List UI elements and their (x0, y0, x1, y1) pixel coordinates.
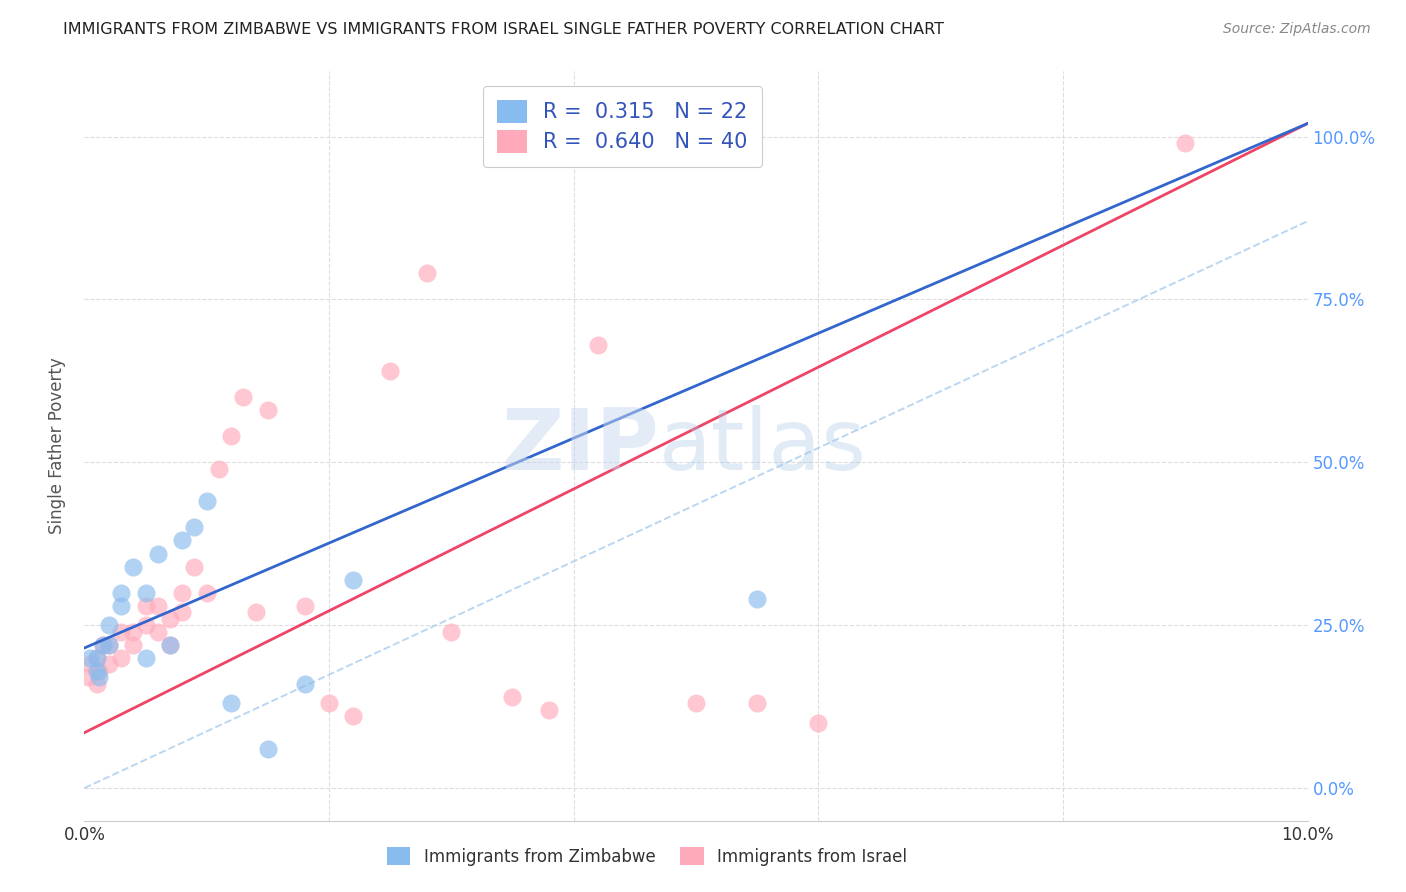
Point (747, 592, 769, 607)
Point (807, 715, 830, 730)
Point (146, 547, 169, 561)
Point (97, 618, 120, 632)
Point (135, 618, 157, 632)
Point (79, 650, 101, 665)
Text: IMMIGRANTS FROM ZIMBABWE VS IMMIGRANTS FROM ISRAEL SINGLE FATHER POVERTY CORRELA: IMMIGRANTS FROM ZIMBABWE VS IMMIGRANTS F… (63, 22, 945, 37)
Point (195, 494, 218, 508)
Point (87, 664, 110, 678)
Point (502, 690, 524, 704)
Point (146, 624, 169, 639)
Point (172, 533, 194, 548)
Point (86, 650, 108, 665)
Point (172, 605, 194, 619)
Point (416, 266, 439, 280)
Point (586, 338, 609, 352)
Point (110, 585, 132, 599)
Point (208, 462, 231, 476)
Point (219, 429, 242, 443)
Text: atlas: atlas (659, 404, 868, 488)
Point (183, 520, 205, 534)
Point (172, 585, 194, 599)
Point (747, 697, 769, 711)
Point (135, 650, 157, 665)
Point (91, 638, 114, 652)
Point (135, 585, 157, 599)
Point (342, 709, 364, 723)
Point (1174, 136, 1197, 150)
Point (97, 638, 120, 652)
Point (183, 559, 205, 574)
Point (87, 670, 110, 684)
Point (257, 403, 280, 417)
Point (110, 624, 132, 639)
Point (318, 697, 340, 711)
Point (440, 624, 463, 639)
Point (294, 599, 316, 613)
Point (219, 697, 242, 711)
Point (122, 624, 145, 639)
Point (122, 638, 145, 652)
Point (159, 638, 181, 652)
Point (110, 650, 132, 665)
Point (79, 657, 101, 672)
Text: ZIP: ZIP (502, 404, 659, 488)
Point (538, 703, 561, 717)
Point (294, 677, 316, 691)
Point (342, 573, 364, 587)
Legend: Immigrants from Zimbabwe, Immigrants from Israel: Immigrants from Zimbabwe, Immigrants fro… (381, 840, 914, 872)
Point (110, 599, 132, 613)
Point (195, 585, 218, 599)
Point (257, 742, 280, 756)
Point (245, 605, 267, 619)
Point (159, 638, 181, 652)
Point (86, 677, 108, 691)
Point (91, 638, 114, 652)
Point (97, 638, 120, 652)
Point (86, 650, 108, 665)
Text: Source: ZipAtlas.com: Source: ZipAtlas.com (1223, 22, 1371, 37)
Point (86, 664, 108, 678)
Point (97, 657, 120, 672)
Point (77, 670, 100, 684)
Y-axis label: Single Father Poverty: Single Father Poverty (48, 358, 66, 534)
Point (380, 364, 402, 378)
Point (159, 612, 181, 626)
Point (135, 599, 157, 613)
Point (146, 599, 169, 613)
Point (122, 559, 145, 574)
Point (685, 697, 707, 711)
Point (232, 390, 254, 404)
